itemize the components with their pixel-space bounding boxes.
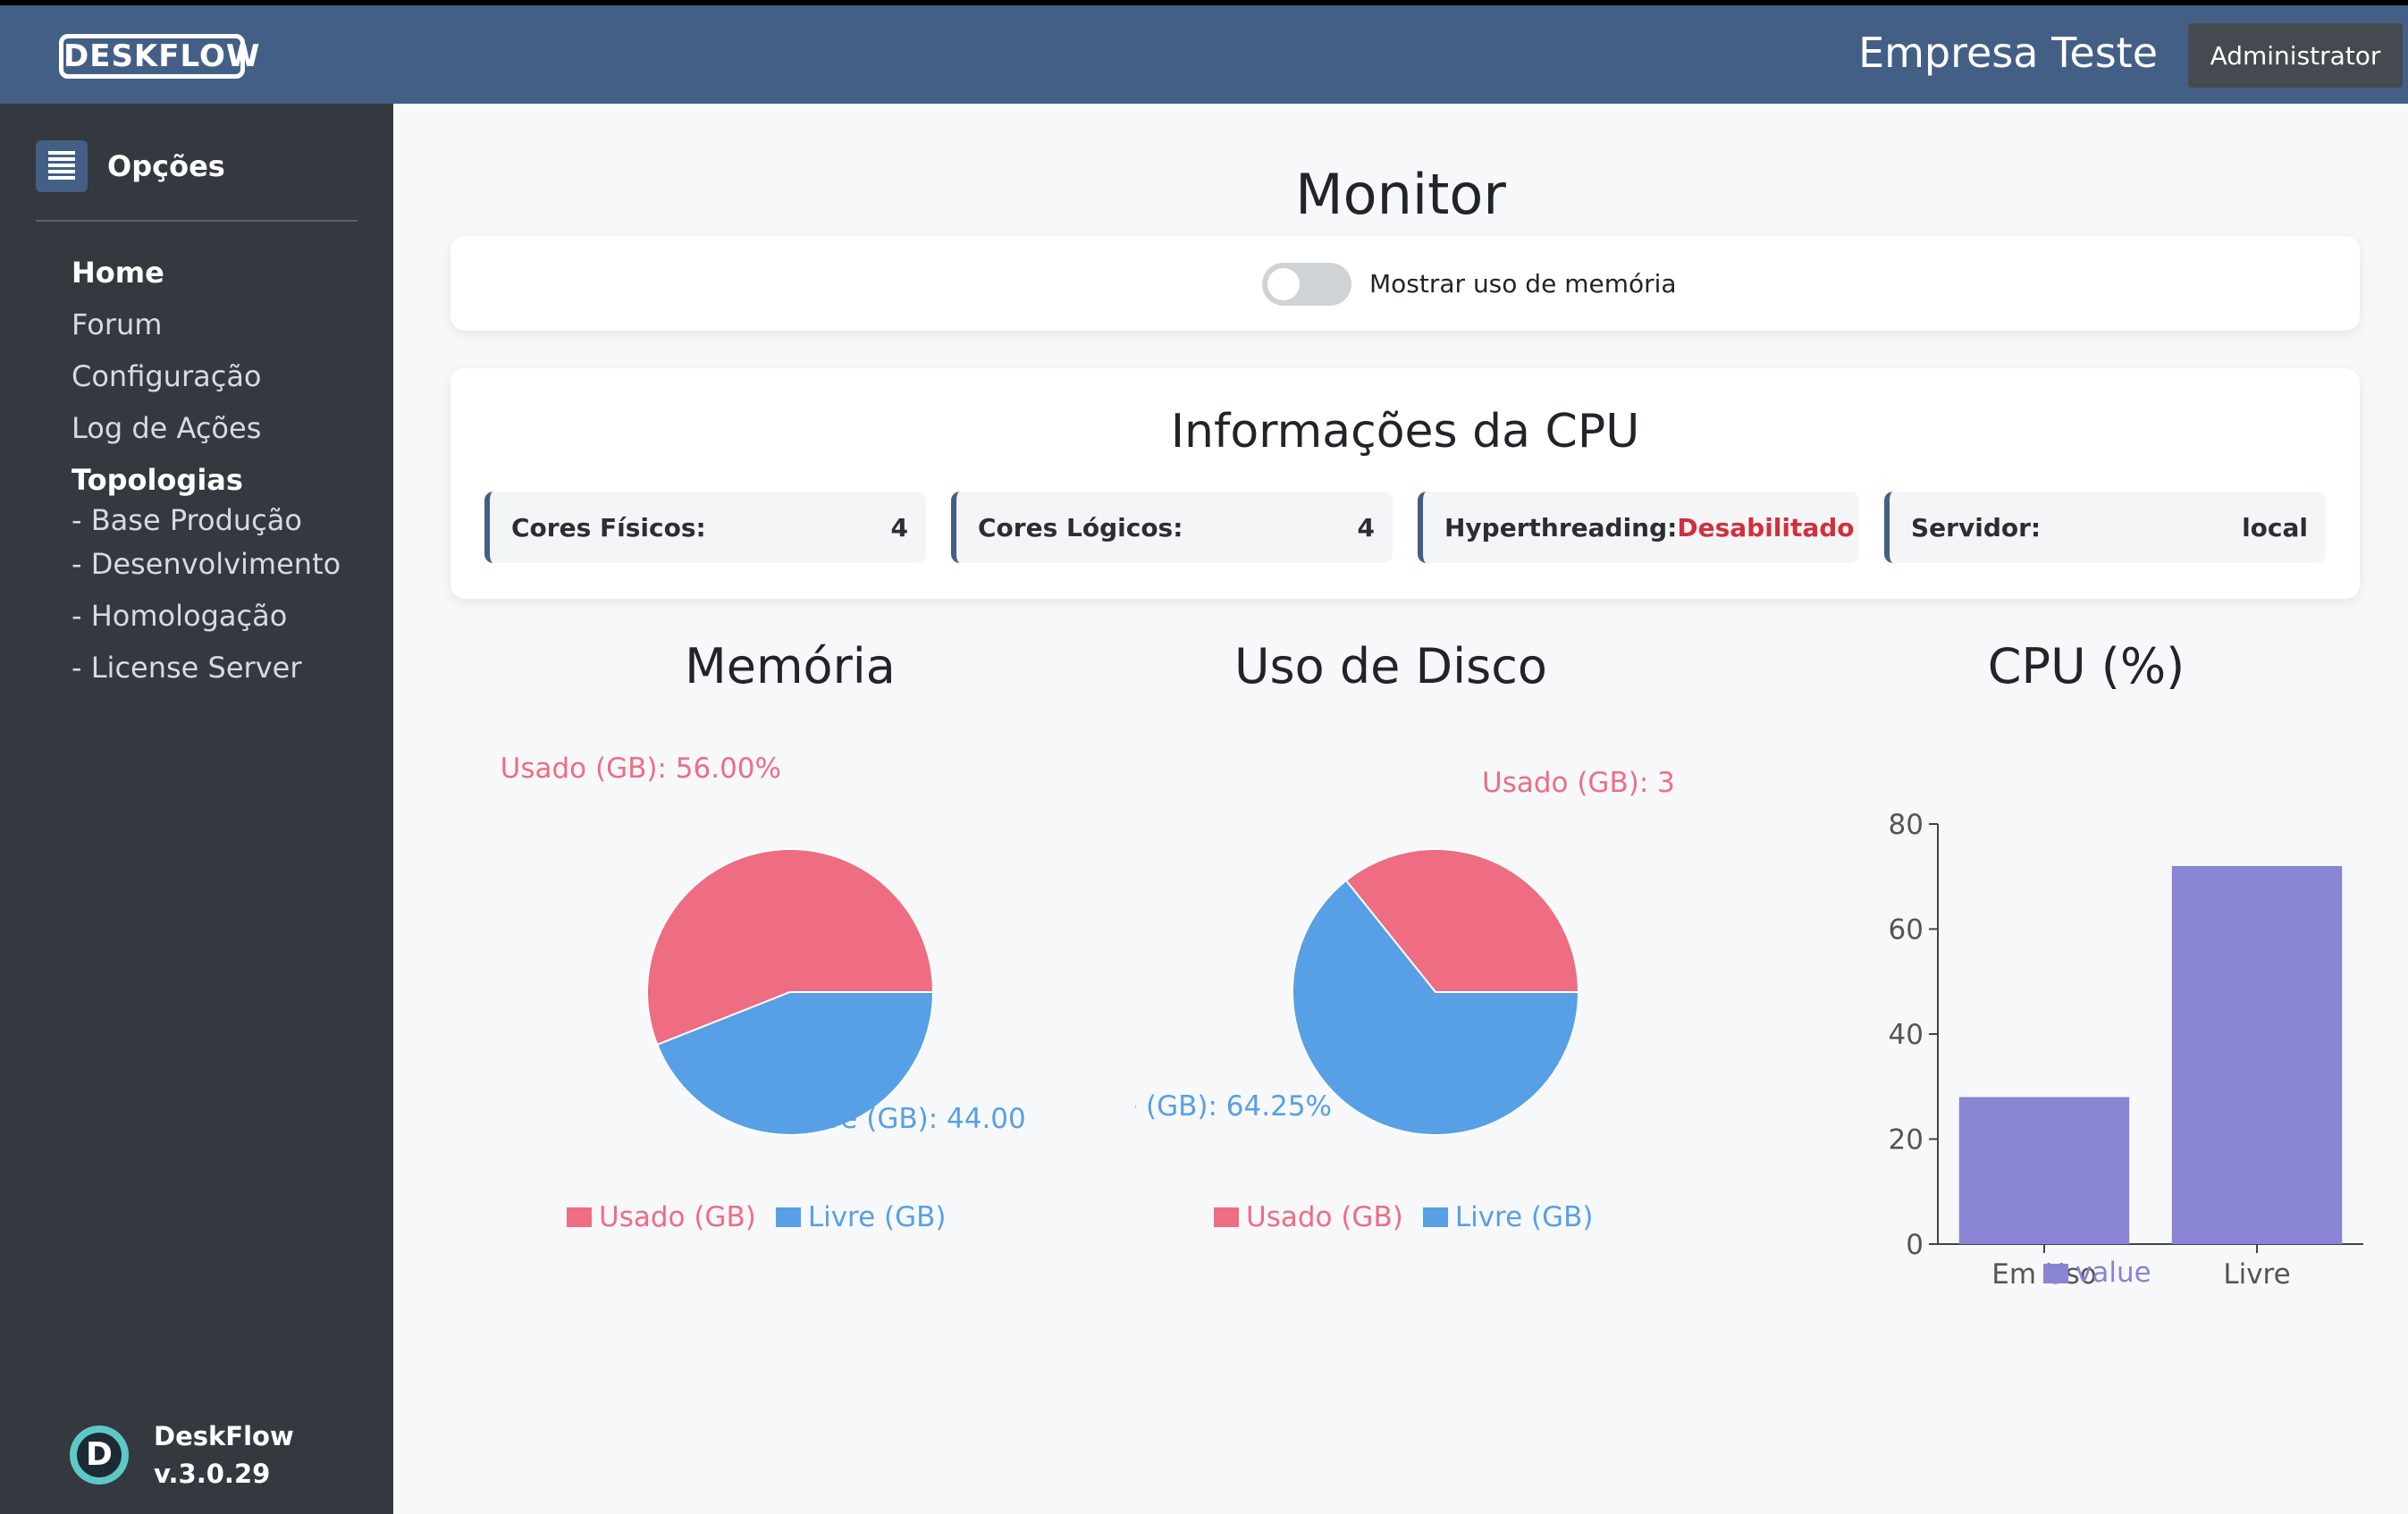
memory-toggle-label: Mostrar uso de memória	[1369, 269, 1677, 299]
user-menu-button[interactable]: Administrator	[2188, 23, 2403, 88]
legend-used-label[interactable]: Usado (GB)	[1246, 1201, 1403, 1233]
disk-used-data-label: Usado (GB): 35.75%	[1482, 767, 1673, 799]
legend-free-swatch	[1422, 1207, 1448, 1227]
deskflow-logo[interactable]: DESKFLOW	[59, 34, 259, 79]
logical-cores-box: Cores Lógicos: 4	[951, 492, 1393, 563]
sidebar: Opções Home Forum Configuração Log de Aç…	[0, 104, 393, 1514]
memory-usage-toggle[interactable]	[1262, 263, 1351, 306]
sidebar-item-desenvolvimento[interactable]: - Desenvolvimento	[72, 547, 341, 581]
sidebar-item-homologacao[interactable]: - Homologação	[72, 599, 288, 633]
sidebar-item-home[interactable]: Home	[72, 256, 164, 290]
sidebar-nav: Home Forum Configuração Log de Ações Top…	[72, 247, 341, 694]
disk-chart-title: Uso de Disco	[1234, 638, 1547, 694]
x-tick-label: Livre	[2223, 1258, 2290, 1291]
sidebar-item-base-producao[interactable]: - Base Produção	[72, 503, 302, 537]
memory-used-data-label: Usado (GB): 56.00%	[500, 753, 781, 785]
y-tick-label: 40	[1889, 1019, 1924, 1051]
physical-cores-box: Cores Físicos: 4	[484, 492, 926, 563]
physical-cores-label: Cores Físicos:	[511, 512, 706, 543]
hyperthreading-box: Hyperthreading: Desabilitado	[1418, 492, 1859, 563]
disk-slice-usado-gb	[1344, 848, 1580, 993]
app-name: DeskFlow	[154, 1421, 294, 1451]
disk-pie-chart	[1292, 848, 1580, 1136]
legend-value-label[interactable]: value	[2075, 1257, 2151, 1289]
memory-toggle-card: Mostrar uso de memória	[450, 236, 2360, 331]
main-content: Monitor Mostrar uso de memória Informaçõ…	[393, 104, 2408, 1514]
legend-used-label[interactable]: Usado (GB)	[599, 1201, 756, 1233]
disk-slice-livre-gb	[1292, 879, 1580, 1136]
sidebar-item-configuracao[interactable]: Configuração	[72, 359, 262, 393]
server-box: Servidor: local	[1884, 492, 2326, 563]
bar-livre	[2171, 866, 2343, 1244]
disk-free-data-label: Livre (GB): 64.25%	[1135, 1090, 1332, 1123]
cpu-info-title: Informações da CPU	[1170, 405, 1640, 458]
menu-icon[interactable]	[36, 140, 88, 192]
app-version: DeskFlow v.3.0.29	[70, 1417, 294, 1493]
memory-slice-livre-gb	[655, 991, 935, 1136]
legend-used-swatch	[567, 1207, 592, 1227]
y-tick-label: 20	[1889, 1124, 1924, 1157]
sidebar-item-forum[interactable]: Forum	[72, 307, 163, 341]
cpu-chart-title: CPU (%)	[1987, 638, 2185, 694]
legend-used-swatch	[1214, 1207, 1239, 1227]
y-tick-label: 0	[1906, 1229, 1924, 1261]
physical-cores-value: 4	[890, 512, 908, 543]
legend-free-label[interactable]: Livre (GB)	[1454, 1201, 1594, 1233]
logical-cores-value: 4	[1357, 512, 1375, 543]
disk-legend: Usado (GB) Livre (GB)	[1214, 1201, 1594, 1233]
legend-free-swatch	[775, 1207, 801, 1227]
company-name: Empresa Teste	[1858, 29, 2158, 77]
memory-legend: Usado (GB) Livre (GB)	[567, 1201, 947, 1233]
memory-chart-title: Memória	[685, 638, 896, 694]
window-top-edge	[0, 0, 2408, 5]
memory-pie-chart	[646, 848, 935, 1136]
cpu-info-card: Informações da CPU Cores Físicos: 4 Core…	[450, 368, 2360, 599]
y-tick-label: 80	[1889, 809, 1924, 841]
hyperthreading-label: Hyperthreading:	[1444, 512, 1678, 543]
sidebar-header[interactable]: Opções	[36, 139, 225, 193]
y-tick-label: 60	[1889, 914, 1924, 946]
bar-em-uso	[1958, 1097, 2130, 1244]
hyperthreading-value: Desabilitado	[1677, 512, 1855, 543]
server-label: Servidor:	[1911, 512, 2042, 543]
sidebar-item-topologias[interactable]: Topologias	[72, 463, 243, 497]
sidebar-item-license-server[interactable]: - License Server	[72, 651, 302, 685]
page-title: Monitor	[1295, 162, 1506, 227]
sidebar-divider	[36, 220, 358, 222]
logical-cores-label: Cores Lógicos:	[978, 512, 1183, 543]
app-version-number: v.3.0.29	[154, 1459, 271, 1489]
memory-free-data-label: Livre (GB): 44.00%	[790, 1103, 1026, 1135]
sidebar-item-log-de-acoes[interactable]: Log de Ações	[72, 411, 262, 445]
deskflow-icon	[70, 1426, 129, 1485]
sidebar-title: Opções	[107, 149, 225, 183]
server-value: local	[2242, 512, 2308, 543]
top-header: DESKFLOW Empresa Teste Administrator	[0, 5, 2408, 104]
legend-value-swatch	[2043, 1264, 2068, 1283]
legend-free-label[interactable]: Livre (GB)	[807, 1201, 947, 1233]
memory-slice-usado-gb	[646, 848, 935, 1047]
